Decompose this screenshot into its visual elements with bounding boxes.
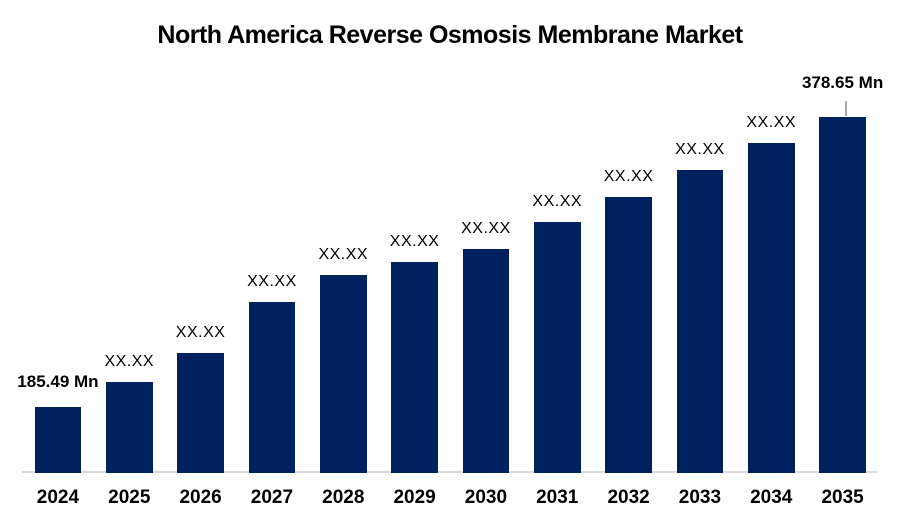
bar-2028: [320, 275, 367, 473]
x-tick-label-2027: 2027: [250, 487, 294, 508]
x-axis-line: [22, 471, 877, 473]
x-tick-label-2032: 2032: [607, 487, 650, 508]
bar-2033: [676, 170, 724, 473]
bar-2027: [248, 302, 296, 473]
bar-value-label-2027: XX.XX: [247, 273, 297, 290]
bar-value-label-2026: XX.XX: [175, 324, 226, 341]
bar-2026: [177, 353, 224, 473]
bar-value-label-2035: 378.65 Mn: [801, 73, 884, 92]
bar-2035: [819, 117, 866, 473]
bar-value-label-2034: XX.XX: [746, 114, 797, 131]
x-tick-label-2025: 2025: [108, 487, 151, 508]
x-tick-label-2026: 2026: [179, 487, 222, 508]
x-tick-label-2033: 2033: [678, 487, 722, 508]
bar-2032: [605, 197, 652, 473]
bar-2024: [34, 407, 82, 473]
bar-value-label-2025: XX.XX: [104, 353, 155, 370]
bar-value-label-2024: 185.49 Mn: [17, 372, 99, 391]
x-tick-label-2029: 2029: [393, 487, 436, 508]
x-tick-label-2024: 2024: [36, 487, 80, 508]
x-tick-label-2030: 2030: [464, 487, 508, 508]
bar-value-label-2032: XX.XX: [603, 168, 654, 185]
chart-title: North America Reverse Osmosis Membrane M…: [157, 21, 743, 49]
bar-value-label-2031: XX.XX: [532, 193, 583, 210]
bar-2029: [391, 262, 438, 473]
bar-value-label-2030: XX.XX: [461, 220, 511, 237]
x-tick-label-2035: 2035: [821, 487, 864, 508]
bar-2034: [748, 143, 795, 473]
x-tick-label-2034: 2034: [750, 487, 793, 508]
bar-value-label-2029: XX.XX: [389, 233, 440, 250]
bar-2030: [462, 249, 510, 473]
bar-2031: [534, 222, 581, 473]
leader-line-2035: [844, 101, 847, 116]
bar-2025: [106, 382, 153, 473]
x-tick-label-2031: 2031: [536, 487, 579, 508]
x-tick-label-2028: 2028: [322, 487, 365, 508]
bar-value-label-2033: XX.XX: [675, 141, 725, 158]
bar-value-label-2028: XX.XX: [318, 246, 369, 263]
